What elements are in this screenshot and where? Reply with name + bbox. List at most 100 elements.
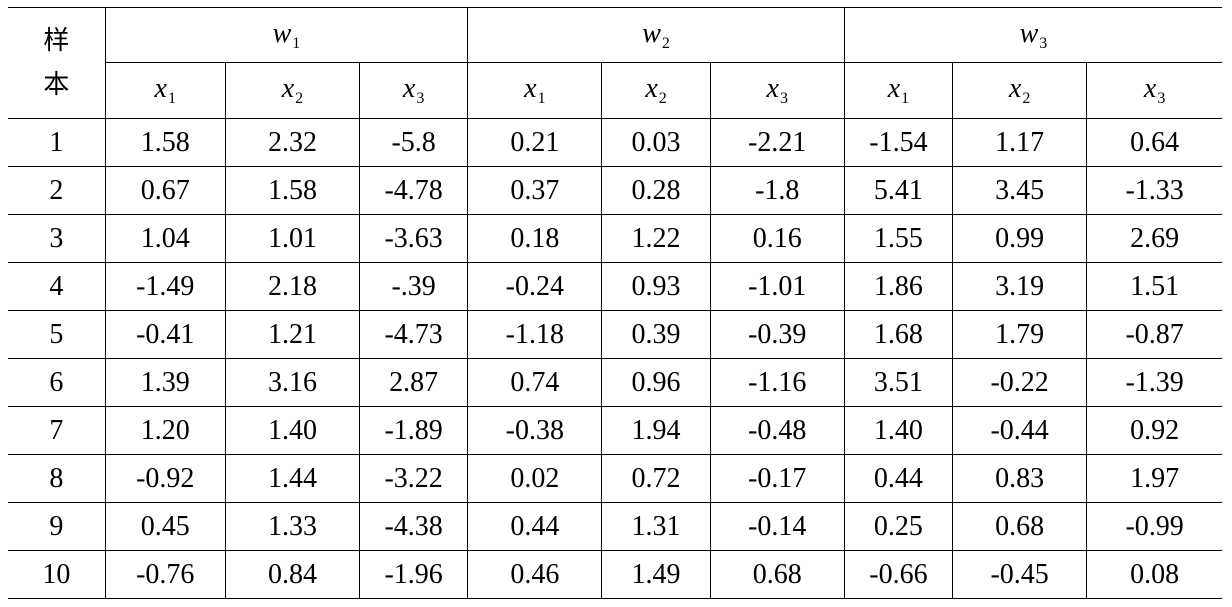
value-cell: 0.74 — [467, 358, 603, 407]
feature-subscript: 2 — [658, 90, 667, 107]
value-cell: 1.94 — [601, 406, 711, 455]
table-row: 7 1.20 1.40 -1.89 -0.38 1.94 -0.48 1.40 -0.44 0.9… — [8, 406, 1222, 455]
group-header-w2: w2 — [467, 7, 845, 63]
feature-name: x — [766, 73, 779, 104]
value-cell: -0.14 — [709, 502, 845, 551]
value-cell: -4.38 — [359, 502, 469, 551]
sample-number-cell: 7 — [8, 406, 106, 455]
value-cell: 1.58 — [224, 166, 361, 215]
value-cell: -0.92 — [104, 454, 226, 503]
feature-header-cell: x3 — [709, 62, 845, 119]
value-cell: 1.04 — [104, 214, 226, 263]
group-subscript: 3 — [1039, 34, 1048, 52]
feature-subscript: 1 — [901, 90, 910, 107]
sample-number-cell: 5 — [8, 310, 106, 359]
value-cell: 3.19 — [952, 262, 1088, 311]
value-cell: 1.79 — [952, 310, 1088, 359]
value-cell: 1.97 — [1086, 454, 1222, 503]
value-cell: 0.02 — [467, 454, 603, 503]
value-cell: 1.86 — [843, 262, 954, 311]
value-cell: -1.49 — [104, 262, 226, 311]
feature-name: x — [887, 73, 901, 104]
value-cell: 0.83 — [952, 454, 1088, 503]
sample-number-cell: 3 — [8, 214, 106, 263]
sample-number-cell: 1 — [8, 118, 106, 167]
value-cell: 1.40 — [843, 406, 954, 455]
value-cell: 0.37 — [467, 166, 603, 215]
table-row: 1 1.58 2.32 -5.8 0.21 0.03 -2.21 -1.54 1.17 0.64 — [8, 118, 1222, 167]
table-row: 9 0.45 1.33 -4.38 0.44 1.31 -0.14 0.25 0.68 -0.99 — [8, 502, 1222, 551]
value-cell: -0.38 — [467, 406, 603, 455]
value-cell: -1.16 — [709, 358, 845, 407]
sample-number-cell: 2 — [8, 166, 106, 215]
feature-header-cell: x2 — [601, 62, 711, 119]
value-cell: -0.24 — [467, 262, 603, 311]
value-cell: -0.39 — [709, 310, 845, 359]
table-row: 4 -1.49 2.18 -.39 -0.24 0.93 -1.01 1.86 3.19 1.51 — [8, 262, 1222, 311]
value-cell: 1.01 — [224, 214, 361, 263]
feature-header-cell: x2 — [952, 62, 1088, 119]
value-cell: 3.16 — [224, 358, 361, 407]
value-cell: 1.20 — [104, 406, 226, 455]
value-cell: 0.46 — [467, 550, 603, 599]
value-cell: 5.41 — [843, 166, 954, 215]
sample-header-char-1: 样 — [43, 26, 70, 56]
value-cell: 0.68 — [952, 502, 1088, 551]
value-cell: 1.22 — [601, 214, 711, 263]
table-row: 2 0.67 1.58 -4.78 0.37 0.28 -1.8 5.41 3.45 -1.33 — [8, 166, 1222, 215]
value-cell: -0.66 — [843, 550, 954, 599]
value-cell: 1.44 — [224, 454, 361, 503]
value-cell: 0.72 — [601, 454, 711, 503]
feature-header-cell: x1 — [843, 62, 954, 119]
value-cell: -1.8 — [709, 166, 845, 215]
feature-name: x — [281, 73, 295, 104]
value-cell: -0.87 — [1086, 310, 1222, 359]
sample-header-char-2: 本 — [43, 70, 70, 100]
value-cell: 0.44 — [467, 502, 603, 551]
table-row: 5 -0.41 1.21 -4.73 -1.18 0.39 -0.39 1.68 1.79 -0.… — [8, 310, 1222, 359]
sample-data-table: 样 本 w1 w2 w3 x1 x2 x3 x1 x2 x3 x1 x2 x3 1 1.58 2.3… — [8, 7, 1222, 599]
group-name: w — [642, 17, 661, 49]
feature-header-cell: x3 — [359, 62, 469, 119]
value-cell: 0.28 — [601, 166, 711, 215]
feature-subscript: 1 — [537, 90, 546, 107]
value-cell: -0.22 — [952, 358, 1088, 407]
value-cell: -0.45 — [952, 550, 1088, 599]
value-cell: -1.39 — [1086, 358, 1222, 407]
value-cell: 1.31 — [601, 502, 711, 551]
value-cell: 0.03 — [601, 118, 711, 167]
value-cell: -0.41 — [104, 310, 226, 359]
value-cell: -2.21 — [709, 118, 845, 167]
value-cell: -.39 — [359, 262, 469, 311]
table-body: 1 1.58 2.32 -5.8 0.21 0.03 -2.21 -1.54 1.17 0.64 2… — [8, 118, 1222, 599]
value-cell: 0.44 — [843, 454, 954, 503]
table-row: 8 -0.92 1.44 -3.22 0.02 0.72 -0.17 0.44 0.83 1.97 — [8, 454, 1222, 503]
value-cell: 0.92 — [1086, 406, 1222, 455]
value-cell: 3.51 — [843, 358, 954, 407]
value-cell: -1.89 — [359, 406, 469, 455]
value-cell: 0.84 — [224, 550, 361, 599]
feature-name: x — [1008, 73, 1022, 104]
value-cell: 1.40 — [224, 406, 361, 455]
feature-subscript: 3 — [1157, 90, 1166, 107]
value-cell: 3.45 — [952, 166, 1088, 215]
table-row: 10 -0.76 0.84 -1.96 0.46 1.49 0.68 -0.66 -0.45 0.… — [8, 550, 1222, 599]
feature-header-cell: x1 — [105, 62, 226, 119]
group-header-w1: w1 — [104, 7, 469, 63]
value-cell: -1.54 — [843, 118, 954, 167]
group-name: w — [1019, 17, 1039, 49]
feature-header-cell: x2 — [224, 62, 361, 119]
value-cell: 0.68 — [709, 550, 845, 599]
value-cell: 1.68 — [843, 310, 954, 359]
value-cell: -1.01 — [709, 262, 845, 311]
table-row: 6 1.39 3.16 2.87 0.74 0.96 -1.16 3.51 -0.22 -1.39 — [8, 358, 1222, 407]
table-row: 3 1.04 1.01 -3.63 0.18 1.22 0.16 1.55 0.99 2.69 — [8, 214, 1222, 263]
sample-number-cell: 6 — [8, 358, 106, 407]
feature-name: x — [154, 73, 167, 104]
value-cell: 0.21 — [467, 118, 603, 167]
group-header-row: 样 本 w1 w2 w3 — [8, 7, 1222, 119]
value-cell: 0.18 — [467, 214, 603, 263]
value-cell: 0.67 — [104, 166, 226, 215]
value-cell: -0.17 — [709, 454, 845, 503]
value-cell: 2.18 — [224, 262, 361, 311]
